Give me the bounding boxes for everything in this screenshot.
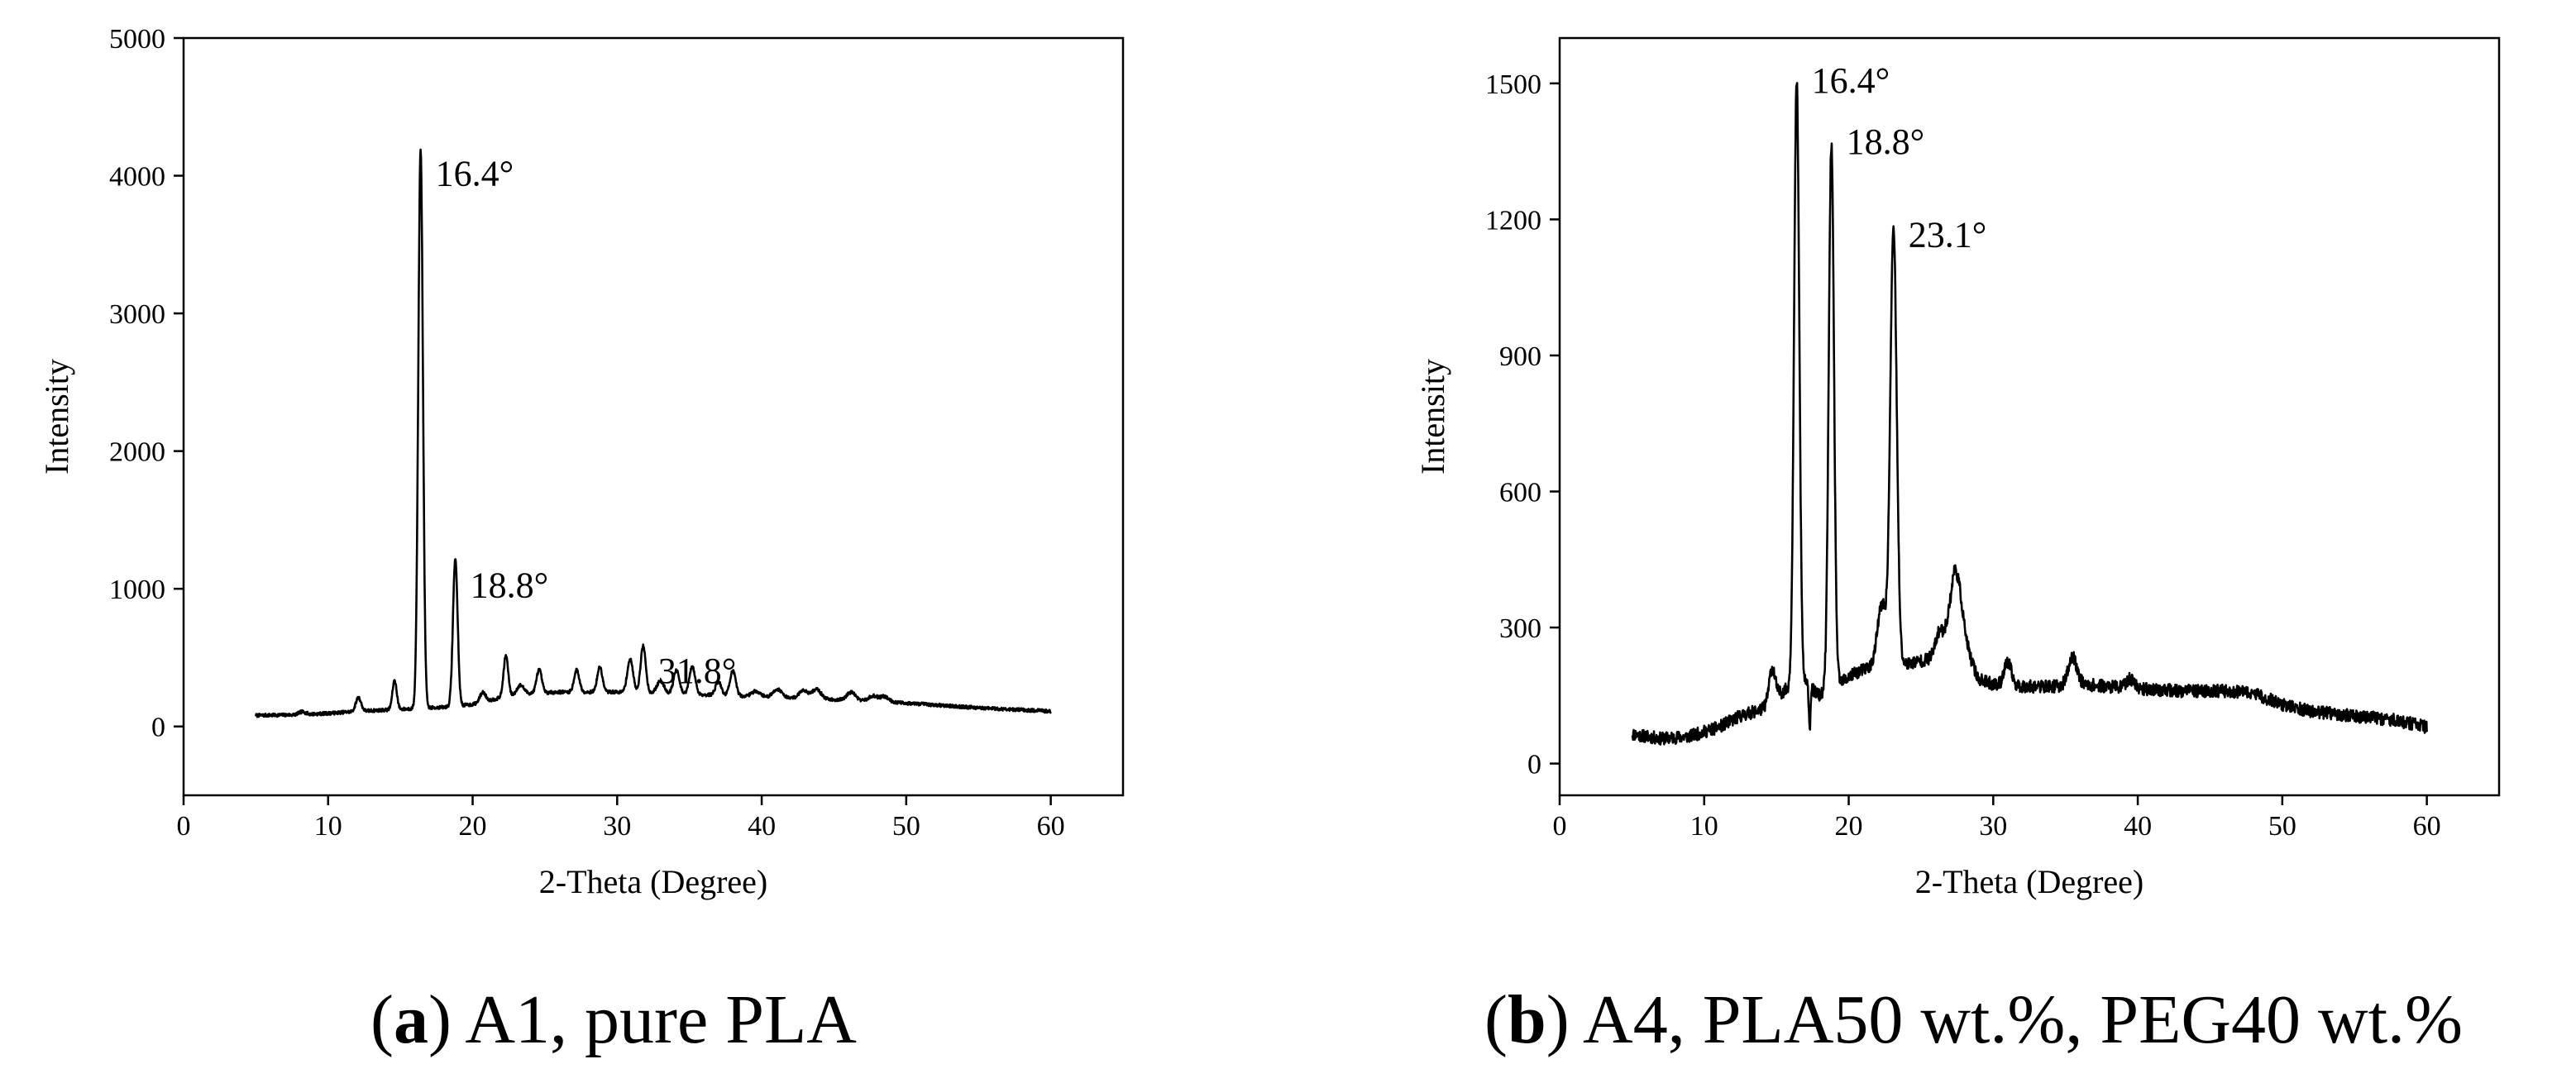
y-tick-label: 600 [1499, 478, 1541, 508]
x-tick-label: 10 [1690, 811, 1718, 842]
x-tick-label: 40 [748, 811, 776, 842]
peak-label: 31.8° [658, 651, 737, 691]
y-tick-label: 1000 [109, 575, 165, 605]
x-tick-label: 0 [1553, 811, 1567, 842]
y-tick-label: 1200 [1485, 205, 1541, 236]
y-tick-label: 5000 [109, 24, 165, 55]
y-tick-label: 0 [151, 713, 165, 743]
caption-b: (b) A4, PLA50 wt.%, PEG40 wt.% [1484, 981, 2464, 1058]
y-tick-label: 300 [1499, 613, 1541, 644]
caption-b-text: ) A4, PLA50 wt.%, PEG40 wt.% [1546, 981, 2464, 1058]
x-tick-label: 10 [314, 811, 342, 842]
y-tick-label: 3000 [109, 299, 165, 330]
x-tick-label: 20 [459, 811, 487, 842]
y-tick-label: 900 [1499, 341, 1541, 372]
x-tick-label: 50 [892, 811, 920, 842]
caption-b-letter: b [1507, 981, 1546, 1058]
chart-a: 0 10 20 30 40 50 60 0 1000 2000 3000 4000 5000 2-Thet… [38, 24, 1125, 900]
peak-label: 23.1° [1909, 214, 1987, 255]
y-tick-label: 4000 [109, 162, 165, 193]
peak-label: 18.8° [471, 565, 549, 606]
x-tick-label: 60 [2413, 811, 2441, 842]
plot-frame [1558, 36, 2501, 797]
y-tick-label: 0 [1527, 750, 1541, 780]
caption-a: (a) A1, pure PLA [370, 981, 857, 1058]
x-tick-label: 20 [1835, 811, 1863, 842]
x-tick-label: 60 [1037, 811, 1065, 842]
y-tick-label: 1500 [1485, 69, 1541, 100]
x-tick-label: 40 [2124, 811, 2152, 842]
x-axis-title: 2-Theta (Degree) [539, 863, 767, 900]
peak-label: 16.4° [1812, 60, 1890, 101]
x-tick-label: 0 [177, 811, 191, 842]
y-tick-label: 2000 [109, 437, 165, 468]
plot-frame [182, 36, 1125, 797]
x-tick-label: 50 [2268, 811, 2296, 842]
x-tick-label: 30 [1979, 811, 2007, 842]
y-axis-title: Intensity [38, 359, 75, 475]
x-tick-label: 30 [603, 811, 631, 842]
peak-label: 16.4° [436, 154, 514, 194]
peak-label: 18.8° [1847, 122, 1925, 162]
caption-a-text: ) A1, pure PLA [428, 981, 857, 1058]
x-axis-title: 2-Theta (Degree) [1915, 863, 2143, 900]
xrd-series-line [1631, 82, 2428, 746]
xrd-series-line [255, 148, 1052, 718]
y-axis-title: Intensity [1414, 359, 1451, 475]
caption-a-letter: a [393, 981, 428, 1058]
